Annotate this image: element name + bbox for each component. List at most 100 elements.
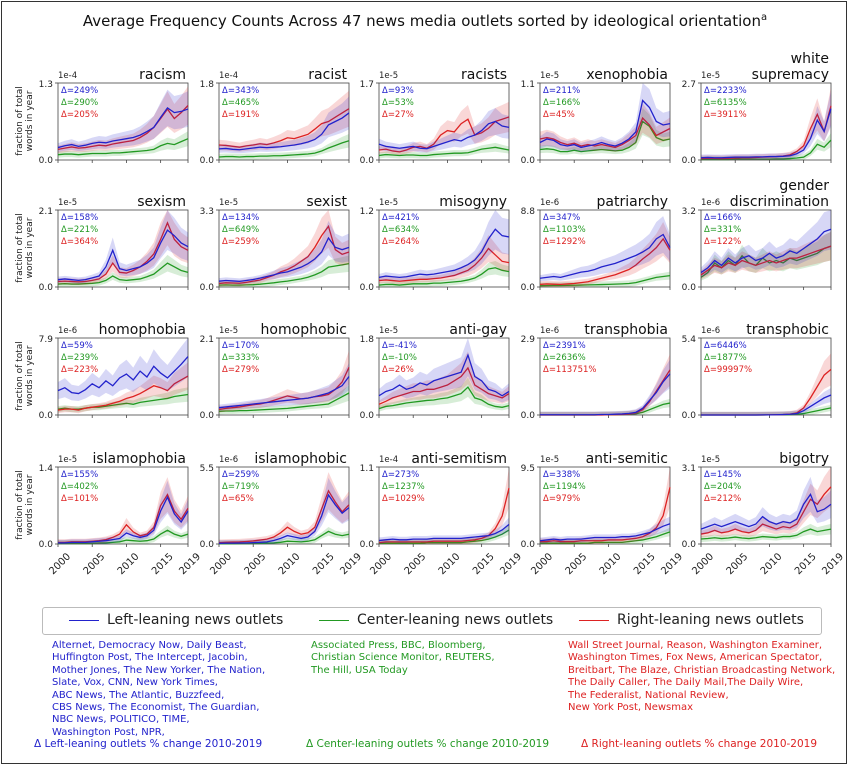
right-outlets-line: Washington Times, Fox News, American Spe… [568,652,823,664]
plot-area [539,82,671,161]
y-tick-label-max: 3.2 [682,207,696,217]
right-confidence-band [540,103,670,152]
delta-label: Δ=45% [543,110,575,120]
panel: 1.8 0.0 1e-4 racist Δ=343% Δ=465% Δ=191% [200,67,350,166]
left-series-line [539,233,671,279]
plot-area [700,466,832,545]
plot-area [378,466,510,545]
panel: 5.5 0.0 1e-6 islamophobic 2000 2005 2010 2015 20… [200,451,364,577]
right-series-line [57,375,189,411]
panel-title: sexist [306,194,347,210]
center-series-line [378,267,510,286]
panel: 1.1 0.0 1e-5 xenophobia Δ=211% Δ=166% Δ=45% [521,67,671,166]
right-confidence-band [379,351,509,409]
left-outlets-line: Alternet, Democracy Now, Daily Beast, [52,640,247,651]
y-tick-label-zero: 0.0 [682,411,697,421]
y-tick-label-zero: 0.0 [360,156,375,166]
delta-label: Δ=347% [543,213,580,223]
y-tick-label-zero: 0.0 [200,540,215,550]
panel: 8.8 0.0 1e-6 patriarchy Δ=347% Δ=1103% Δ=1292% [521,194,671,293]
y-tick-label-max: 1.4 [39,464,54,474]
scale-label: 1e-6 [701,198,720,208]
y-tick-label-zero: 0.0 [39,540,54,550]
x-tick-label: 2000 [690,551,716,577]
left-confidence-band [219,96,349,154]
delta-label: Δ=65% [222,494,254,504]
y-tick-label-max: 5.4 [682,335,697,345]
plot-area [218,82,350,161]
y-axis-label-line: fraction of total [15,341,25,411]
y-axis-label-line: fraction of total [15,470,25,540]
legend-left-line [69,619,99,621]
delta-label: Δ=59% [61,341,93,351]
plot-area [700,82,832,161]
y-axis-label-line: words in year [25,345,35,406]
panel: 3.1 0.0 1e-5 bigotry 2000 2005 2010 2015 2019 Δ=1… [682,451,846,577]
panel: 1.7 0.0 1e-5 racists Δ=93% Δ=53% Δ=27% [360,67,510,166]
x-tick-label: 2005 [243,551,269,577]
y-tick-label-zero: 0.0 [360,411,375,421]
left-pct-change-label: Δ Left-leaning outlets % change 2010-201… [34,738,263,750]
legend-center-line [319,619,349,621]
delta-label: Δ=26% [382,365,414,375]
delta-label: Δ=273% [382,470,419,480]
y-tick-label-max: 2.9 [521,335,536,345]
scale-label: 1e-5 [219,198,238,208]
left-series-line [218,376,350,409]
center-confidence-band [540,108,670,155]
y-tick-label-max: 7.9 [39,335,54,345]
right-series-line [700,245,832,276]
panel: 2.9 0.0 1e-6 transphobia Δ=2391% Δ=2636% Δ=113… [521,322,671,421]
panel-title: islamophobic [254,451,347,467]
scale-label: 1e-6 [540,326,559,336]
center-series-line [57,138,189,156]
delta-label: Δ=634% [382,225,419,235]
x-tick-label: 2010 [598,551,624,577]
left-confidence-band [540,216,670,282]
right-series-line [218,108,350,148]
plot-area [700,209,832,288]
scale-label: 1e-6 [58,326,77,336]
x-tick-label: 2019 [820,551,846,577]
panel: 2.1 0.0 1e-5 sexism Δ=158% Δ=221% Δ=364% [39,194,189,293]
y-tick-label-max: 1.3 [39,80,53,90]
right-confidence-band [219,90,349,152]
scale-label: 1e-6 [219,455,238,465]
panel-title: anti-gay [449,322,507,338]
left-series-line [701,394,832,416]
x-tick-label: 2019 [338,551,364,577]
right-series-line [539,116,671,149]
y-tick-label-max: 1.2 [360,207,374,217]
delta-label: Δ=101% [61,494,98,504]
delta-label: Δ=166% [543,98,580,108]
delta-label: Δ=1194% [543,482,586,492]
left-outlets-line: NBC News, POLITICO, TIME, [52,714,190,726]
left-series-line [58,495,189,544]
center-confidence-band [58,131,188,158]
y-tick-label-zero: 0.0 [39,411,54,421]
left-confidence-band [379,338,509,403]
center-confidence-band [219,526,349,544]
panel-title: white [791,51,829,67]
panel-title: sexism [137,194,186,210]
panel-title: racism [139,67,186,83]
legend-left-label: Left-leaning news outlets [107,612,284,628]
panel: 3.3 0.0 1e-5 sexist Δ=134% Δ=649% Δ=259% [200,194,350,293]
y-tick-label-max: 1.7 [360,80,374,90]
center-series-line [57,393,189,410]
y-tick-label-zero: 0.0 [682,540,697,550]
plot-area [57,209,189,288]
y-tick-label-zero: 0.0 [521,156,536,166]
delta-label: Δ=155% [61,470,98,480]
scale-label: 1e-5 [379,71,398,81]
left-confidence-band [379,210,509,281]
center-confidence-band [58,387,188,413]
delta-label: Δ=-10% [382,353,417,363]
left-series-line [378,120,510,150]
right-pct-change-label: Δ Right-leaning outlets % change 2010-20… [581,738,818,750]
panel-title: racist [308,67,347,83]
legend-right-label: Right-leaning news outlets [617,612,804,628]
left-series-line [57,106,189,149]
